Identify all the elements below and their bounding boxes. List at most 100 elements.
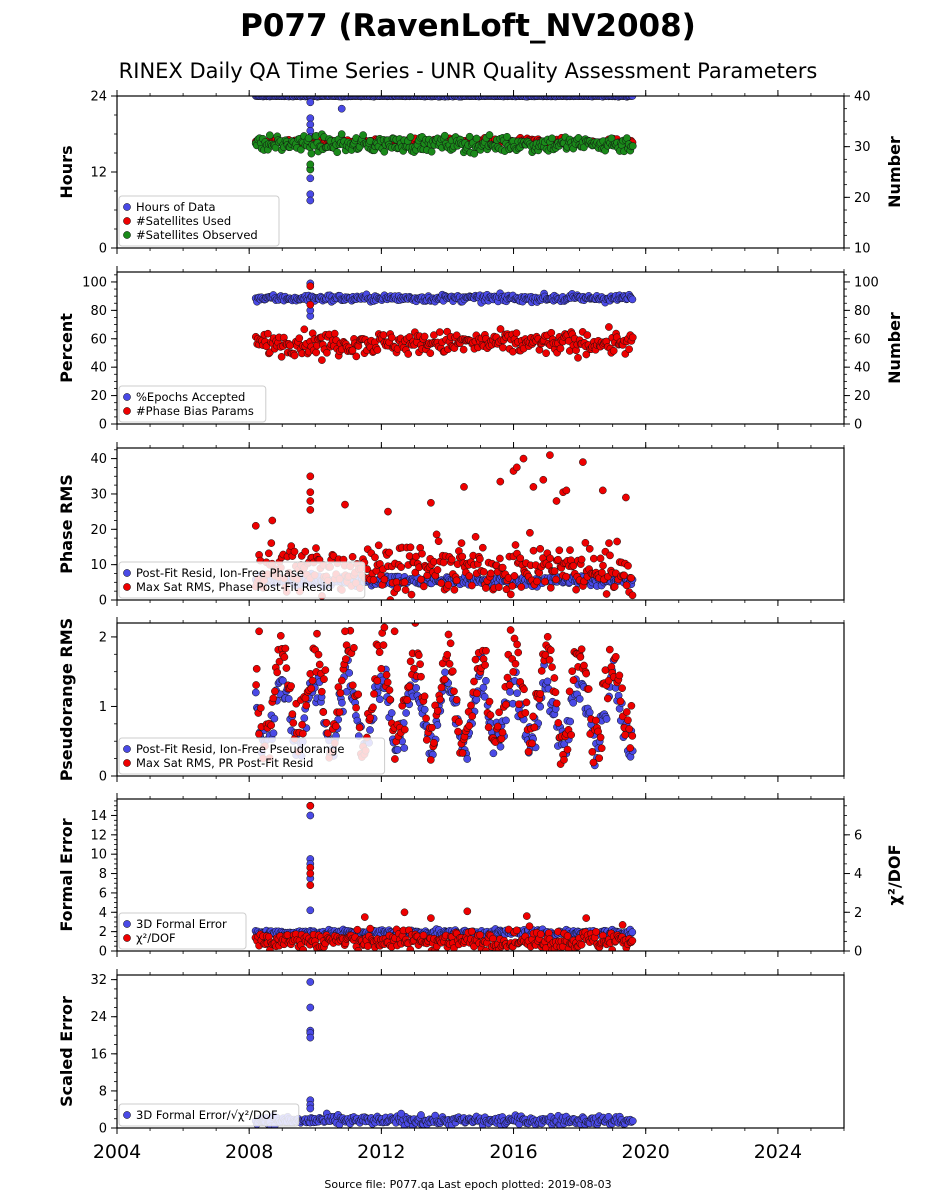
data-point <box>299 945 308 951</box>
figure-subtitle: RINEX Daily QA Time Series - UNR Quality… <box>119 59 818 83</box>
y-tick-label: 14 <box>90 809 107 824</box>
legend-marker <box>123 1111 131 1119</box>
data-point <box>290 547 299 556</box>
y2-tick-label: 20 <box>854 389 871 404</box>
data-point <box>333 148 342 157</box>
data-point <box>457 539 466 547</box>
data-point <box>335 708 344 717</box>
data-point <box>403 696 412 704</box>
plot-area <box>251 801 637 951</box>
data-point <box>554 555 562 564</box>
data-point <box>448 667 457 676</box>
data-point-outlier <box>400 908 409 917</box>
data-point <box>405 682 414 691</box>
panel-4: 0 1 2 Pseudorange RMS Post-Fit Resid, Ion-Fr… <box>57 617 845 785</box>
y-tick-label: 2 <box>99 925 107 940</box>
data-point-outlier <box>306 282 315 291</box>
legend-label: Post-Fit Resid, Ion-Free Phase <box>136 566 304 580</box>
data-point <box>496 554 504 563</box>
data-point <box>400 725 409 734</box>
data-point <box>284 694 293 703</box>
data-point <box>565 687 574 696</box>
y2-tick-label: 30 <box>854 140 871 155</box>
data-point <box>338 698 346 707</box>
panel-2: 0 20 40 60 80 100 Percent 0 20 40 60 80 100 Number %Ep… <box>57 266 904 433</box>
data-point <box>569 698 578 707</box>
legend-label: %Epochs Accepted <box>136 390 245 404</box>
data-point <box>512 926 521 935</box>
data-point-outlier <box>417 1111 425 1119</box>
y2-tick-label: 40 <box>854 90 871 105</box>
data-point-outlier <box>546 451 554 459</box>
data-point <box>354 690 363 699</box>
y-axis-label: Phase RMS <box>57 474 76 574</box>
data-point-outlier <box>306 126 315 135</box>
data-point <box>503 132 511 141</box>
y-tick-label: 6 <box>99 886 107 901</box>
y2-tick-label: 60 <box>854 332 871 347</box>
data-point <box>412 684 421 692</box>
legend-label: Max Sat RMS, Phase Post-Fit Resid <box>136 580 333 594</box>
data-point <box>628 732 637 740</box>
data-point <box>298 720 306 729</box>
y-tick-label: 16 <box>90 1047 107 1062</box>
data-point <box>592 716 600 725</box>
data-point <box>320 675 328 684</box>
data-point <box>353 925 362 934</box>
data-point <box>352 703 360 712</box>
data-point <box>511 541 520 549</box>
plot-area <box>251 623 637 770</box>
data-point <box>516 554 525 563</box>
y2-tick-label: 0 <box>854 945 862 960</box>
data-point-outlier <box>306 881 315 890</box>
data-point <box>465 721 474 730</box>
data-point <box>505 681 514 689</box>
data-point <box>550 674 559 682</box>
y-tick-label: 10 <box>90 848 107 863</box>
data-point <box>513 689 521 698</box>
data-point-outlier <box>306 906 315 915</box>
data-point-outlier <box>341 500 349 509</box>
data-point <box>556 344 565 353</box>
data-point <box>569 676 578 685</box>
y-tick-label: 32 <box>90 973 107 988</box>
legend-marker <box>123 393 131 401</box>
y-tick-label: 0 <box>99 242 107 257</box>
panel-frame <box>116 798 845 952</box>
legend-label: Max Sat RMS, PR Post-Fit Resid <box>136 756 313 770</box>
data-point <box>526 528 534 537</box>
data-point-outlier <box>306 98 315 107</box>
y2-tick-label: 80 <box>854 304 871 319</box>
data-point <box>625 725 634 733</box>
data-point <box>441 668 449 677</box>
data-point <box>602 715 611 723</box>
panel-3: 0 10 20 30 40 Phase RMS Post-Fit Resid, Ion-Fr… <box>57 442 845 609</box>
data-point <box>287 682 295 690</box>
y-tick-label: 40 <box>90 452 107 467</box>
data-point <box>406 133 415 141</box>
data-point <box>350 643 358 652</box>
data-point <box>315 660 324 669</box>
data-point <box>450 585 459 594</box>
data-point <box>267 539 276 547</box>
plot-area <box>251 279 637 364</box>
data-point <box>583 331 592 339</box>
y-tick-label: 20 <box>90 389 107 404</box>
data-point <box>352 352 361 361</box>
data-point <box>577 940 586 949</box>
data-point <box>628 928 637 937</box>
data-point <box>575 695 584 703</box>
data-point <box>463 755 472 763</box>
data-point <box>385 686 394 694</box>
data-point <box>264 549 273 558</box>
y2-tick-label: 6 <box>854 828 862 843</box>
data-point <box>407 590 416 599</box>
data-point <box>502 716 510 725</box>
data-point <box>546 646 555 655</box>
data-point <box>313 629 321 638</box>
data-point <box>479 568 488 576</box>
data-point <box>546 583 555 592</box>
source-footer: Source file: P077.qa Last epoch plotted:… <box>324 1178 611 1191</box>
data-point <box>537 667 546 675</box>
data-point <box>317 687 326 696</box>
